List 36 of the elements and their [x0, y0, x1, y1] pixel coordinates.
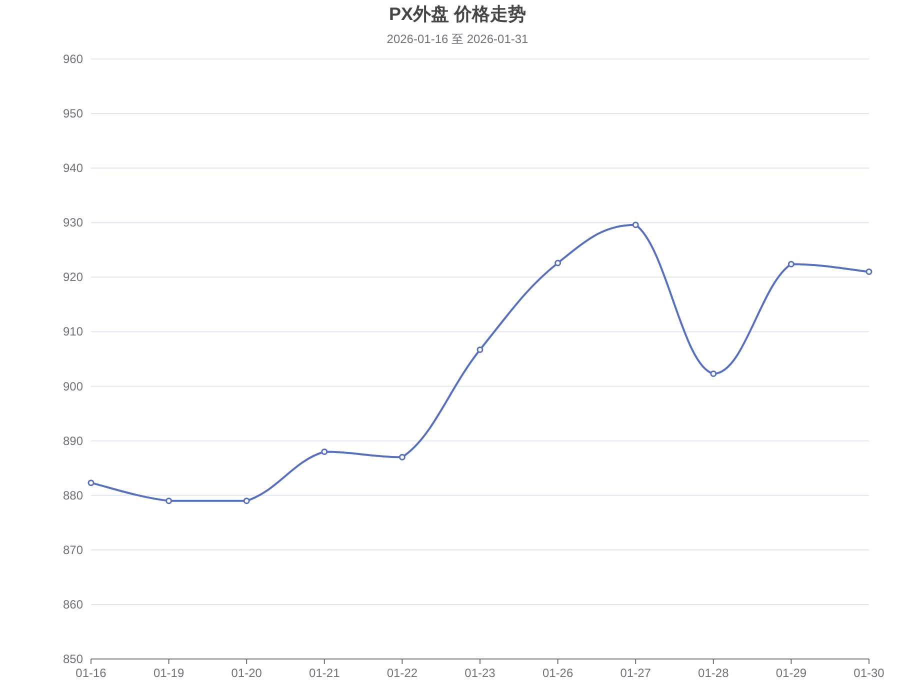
x-tick-label: 01-19 [153, 666, 184, 680]
y-tick-label: 850 [62, 652, 84, 666]
point [866, 268, 872, 275]
x-tick-label: 01-16 [76, 666, 107, 680]
point [321, 448, 328, 455]
x-tick-label: 01-21 [309, 666, 340, 680]
y-tick-label: 870 [62, 542, 84, 557]
point [243, 498, 250, 504]
point [166, 498, 172, 504]
y-tick-label: 920 [62, 270, 84, 284]
y-tick-label: 880 [62, 488, 84, 502]
x-tick-label: 01-29 [776, 666, 807, 680]
y-tick-label: 930 [62, 216, 84, 230]
point [398, 454, 406, 460]
x-tick-label: 01-26 [542, 666, 574, 680]
x-tick-label: 01-20 [231, 666, 262, 680]
x-tick-label: 01-28 [698, 666, 730, 680]
point [632, 222, 639, 228]
x-tick-label: 01-22 [386, 666, 418, 680]
y-tick-label: 950 [62, 106, 84, 121]
x-tick-label: 01-23 [464, 666, 496, 680]
x-tick-label: 01-30 [854, 666, 885, 680]
y-tick-label: 900 [62, 379, 84, 394]
chart-subtitle: 2026-01-16 至 2026-01-31 [386, 32, 529, 46]
y-tick-label: 860 [62, 597, 84, 612]
y-tick-label: 910 [62, 324, 84, 339]
point [554, 260, 562, 266]
point [88, 480, 94, 486]
point [788, 260, 794, 268]
y-tick-label: 960 [62, 52, 84, 66]
chart-title: PX外盘 价格走势 [388, 4, 526, 24]
y-tick-label: 940 [62, 161, 84, 176]
y-tick-label: 890 [62, 434, 84, 448]
point [476, 346, 484, 353]
point [710, 370, 717, 377]
x-tick-label: 01-27 [620, 666, 652, 680]
